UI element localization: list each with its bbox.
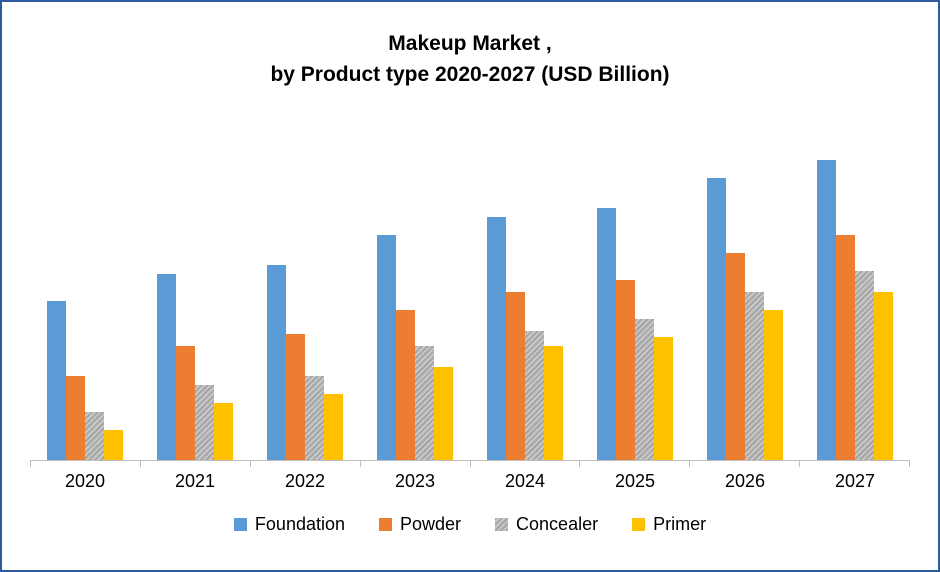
bar-concealer-2021 — [195, 385, 214, 460]
bar-group-2025 — [580, 130, 690, 460]
bar-foundation-2027 — [817, 160, 836, 460]
x-tick-label-2020: 2020 — [64, 471, 106, 491]
axis-tick-cell — [471, 461, 581, 467]
legend-item-primer: Primer — [632, 514, 706, 535]
plot-area — [30, 130, 910, 460]
bar-concealer-2020 — [85, 412, 104, 460]
bar-primer-2027 — [874, 292, 893, 460]
legend-swatch-powder — [379, 518, 392, 531]
bar-foundation-2024 — [487, 217, 506, 460]
legend-swatch-concealer — [495, 518, 509, 531]
bar-powder-2026 — [726, 253, 745, 460]
bar-group-2024 — [470, 130, 580, 460]
x-axis-labels: 2020 2021 2022 2023 2024 2025 2026 2027 — [30, 471, 910, 492]
bar-powder-2021 — [176, 346, 195, 460]
legend-item-powder: Powder — [379, 514, 461, 535]
bar-foundation-2022 — [267, 265, 286, 460]
bar-concealer-2026 — [745, 292, 764, 460]
chart-title: Makeup Market , by Product type 2020-202… — [2, 28, 938, 90]
x-tick-label-2021: 2021 — [174, 471, 216, 491]
axis-tick-cell — [251, 461, 361, 467]
bar-primer-2022 — [324, 394, 343, 460]
bar-group-2020 — [30, 130, 140, 460]
chart-title-line2: by Product type 2020-2027 (USD Billion) — [270, 63, 670, 86]
x-tick-label-2027: 2027 — [834, 471, 876, 491]
bar-concealer-2022 — [305, 376, 324, 460]
bar-foundation-2023 — [377, 235, 396, 460]
bar-powder-2027 — [836, 235, 855, 460]
legend-item-concealer: Concealer — [495, 514, 598, 535]
bar-group-2021 — [140, 130, 250, 460]
bar-group-2026 — [690, 130, 800, 460]
bar-concealer-2024 — [525, 331, 544, 460]
x-tick-label-2025: 2025 — [614, 471, 656, 491]
axis-tick-cell — [580, 461, 691, 467]
bar-group-2022 — [250, 130, 360, 460]
bar-group-2023 — [360, 130, 470, 460]
legend: Foundation Powder Concealer Primer — [2, 514, 938, 535]
legend-swatch-foundation — [233, 518, 247, 531]
legend-label-primer: Primer — [653, 514, 707, 534]
x-tick-label-2023: 2023 — [394, 471, 436, 491]
bar-powder-2023 — [396, 310, 415, 460]
axis-tick-cell — [361, 461, 471, 467]
bar-primer-2023 — [434, 367, 453, 460]
legend-label-powder: Powder — [400, 514, 462, 534]
bar-powder-2025 — [616, 280, 635, 460]
bar-foundation-2025 — [597, 208, 616, 460]
bar-concealer-2025 — [635, 319, 654, 460]
x-axis — [30, 460, 910, 467]
chart-title-line1: Makeup Market , — [388, 32, 552, 55]
x-tick-label-2024: 2024 — [504, 471, 546, 491]
bar-primer-2021 — [214, 403, 233, 460]
bar-foundation-2026 — [707, 178, 726, 460]
legend-label-foundation: Foundation — [254, 514, 345, 534]
legend-item-foundation: Foundation — [233, 514, 345, 535]
bar-concealer-2027 — [855, 271, 874, 460]
legend-label-concealer: Concealer — [516, 514, 599, 534]
bar-powder-2024 — [506, 292, 525, 460]
axis-tick-cell — [31, 461, 141, 467]
axis-tick-cell — [141, 461, 251, 467]
x-tick-label-2022: 2022 — [284, 471, 326, 491]
bar-primer-2026 — [764, 310, 783, 460]
bar-foundation-2021 — [157, 274, 176, 460]
bar-primer-2020 — [104, 430, 123, 460]
legend-swatch-primer — [632, 518, 646, 531]
bar-powder-2020 — [66, 376, 85, 460]
x-tick-label-2026: 2026 — [724, 471, 766, 491]
bar-primer-2025 — [654, 337, 673, 460]
axis-tick-cell — [800, 461, 910, 467]
bar-primer-2024 — [544, 346, 563, 460]
bar-group-2027 — [800, 130, 910, 460]
axis-tick-cell — [690, 461, 801, 467]
bar-powder-2022 — [286, 334, 305, 460]
bar-foundation-2020 — [47, 301, 66, 460]
bar-concealer-2023 — [415, 346, 434, 460]
